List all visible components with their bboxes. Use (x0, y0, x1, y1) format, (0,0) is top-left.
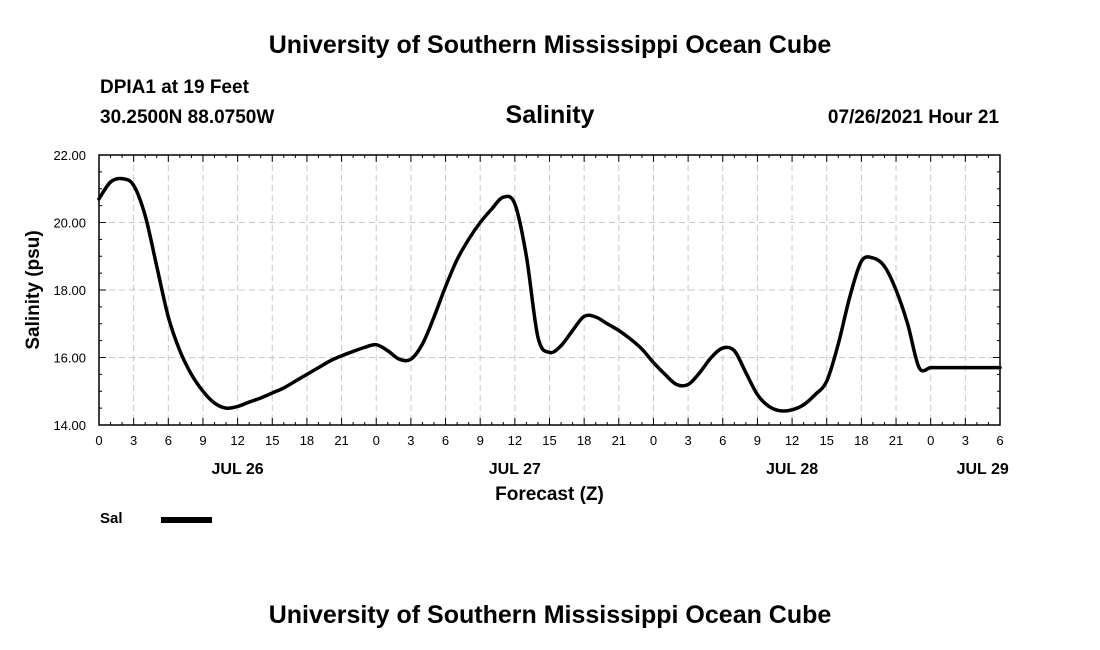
legend-swatch (161, 517, 212, 523)
x-tick-label: 18 (300, 433, 314, 448)
y-tick-label: 18.00 (53, 283, 86, 298)
x-tick-label: 6 (719, 433, 726, 448)
x-tick-label: 21 (612, 433, 626, 448)
x-tick-label: 12 (230, 433, 244, 448)
x-tick-label: 21 (889, 433, 903, 448)
grid-lines (99, 155, 1000, 425)
x-tick-label: 18 (577, 433, 591, 448)
x-tick-label: 18 (854, 433, 868, 448)
x-tick-label: 0 (927, 433, 934, 448)
y-tick-label: 22.00 (53, 148, 86, 163)
y-axis-label: Salinity (psu) (23, 230, 44, 349)
x-tick-label: 15 (819, 433, 833, 448)
x-tick-label: 6 (996, 433, 1003, 448)
x-day-label: JUL 29 (957, 461, 1009, 478)
chart-title: Salinity (505, 101, 595, 129)
x-axis-label: Forecast (Z) (495, 484, 604, 505)
x-tick-label: 6 (442, 433, 449, 448)
y-tick-label: 16.00 (53, 351, 86, 366)
x-tick-label: 3 (407, 433, 414, 448)
x-tick-label: 0 (95, 433, 102, 448)
legend-label: Sal (100, 510, 123, 527)
forecast-timestamp: 07/26/2021 Hour 21 (827, 107, 999, 128)
x-day-label: JUL 27 (489, 461, 541, 478)
x-tick-label: 15 (265, 433, 279, 448)
axis-tick-labels: 0 3 6 9 12 15 18 21 0 3 6 9 12 15 18 21 0 3 6 9 12 15 18 21 0 3 6 1… (53, 148, 1008, 478)
series-layer (97, 176, 1002, 413)
x-tick-label: 12 (508, 433, 522, 448)
x-tick-label: 3 (130, 433, 137, 448)
x-tick-label: 9 (477, 433, 484, 448)
x-day-label: JUL 28 (766, 461, 818, 478)
axis-ticks (98, 154, 1001, 426)
x-tick-label: 9 (754, 433, 761, 448)
x-tick-label: 12 (785, 433, 799, 448)
x-tick-label: 6 (165, 433, 172, 448)
x-tick-label: 21 (334, 433, 348, 448)
x-tick-label: 9 (199, 433, 206, 448)
header-title: University of Southern Mississippi Ocean… (268, 31, 832, 59)
x-tick-label: 15 (542, 433, 556, 448)
x-tick-label: 3 (684, 433, 691, 448)
x-day-label: JUL 26 (212, 461, 264, 478)
y-tick-label: 14.00 (53, 418, 86, 433)
x-tick-label: 0 (373, 433, 380, 448)
station-name: DPIA1 at 19 Feet (100, 77, 249, 98)
x-tick-label: 3 (962, 433, 969, 448)
y-tick-label: 20.00 (53, 216, 86, 231)
footer-title: University of Southern Mississippi Ocean… (268, 601, 832, 629)
station-coordinates: 30.2500N 88.0750W (100, 107, 275, 128)
x-tick-label: 0 (650, 433, 657, 448)
series-line-sal (97, 176, 1002, 413)
